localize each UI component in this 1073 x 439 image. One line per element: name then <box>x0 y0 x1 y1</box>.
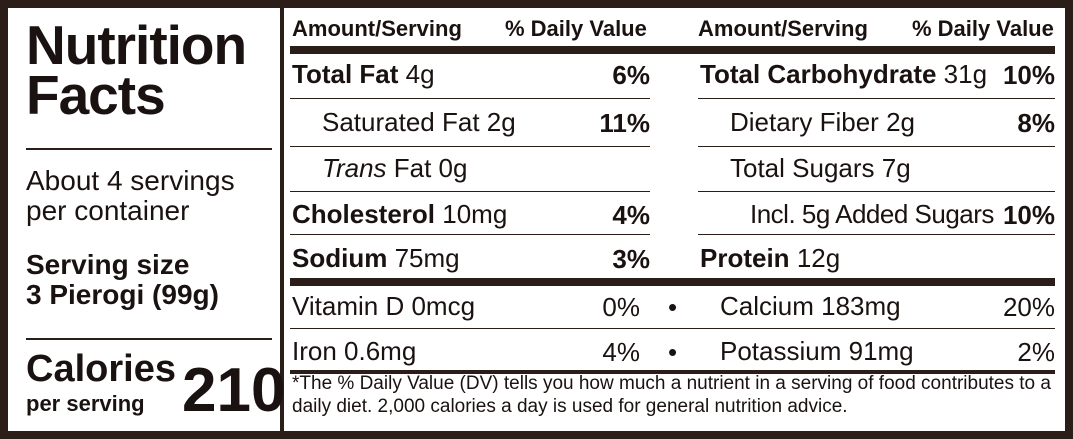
vitamin-row: Iron 0.6mg <box>292 329 416 373</box>
nutrient-amount: 7g <box>881 152 911 183</box>
nutrient-amount: 12g <box>796 242 841 273</box>
nutrient-row: Protein 12g <box>700 236 840 280</box>
amount-header-right: Amount/Serving <box>698 16 868 41</box>
nutrient-row: Incl. 5g Added Sugars <box>750 192 994 236</box>
nutrient-amount: Fat 0g <box>393 152 468 183</box>
servings-per-container: About 4 servings per container <box>26 165 235 226</box>
thick-divider <box>290 278 1055 286</box>
nutrient-name: Total Carbohydrate <box>700 58 937 89</box>
vitamin-name: Potassium 91mg <box>720 335 914 366</box>
nutrient-dv: 4% <box>612 200 650 230</box>
row-divider <box>698 146 1055 147</box>
vitamin-dv: 20% <box>1002 292 1055 322</box>
nutrient-amount: 4g <box>405 58 435 89</box>
row-divider <box>698 234 1055 235</box>
vitamin-row: Vitamin D 0mcg <box>292 284 475 328</box>
row-divider <box>290 191 650 192</box>
nutrient-dv: 11% <box>599 108 650 138</box>
nutrient-name: Cholesterol <box>292 198 436 229</box>
label-right-section: Amount/Serving % Daily Value Amount/Serv… <box>290 8 1055 431</box>
nutrient-row: Saturated Fat 2g <box>322 100 516 144</box>
nutrient-amount: 10mg <box>442 198 508 229</box>
calories-value: 210 <box>182 356 286 425</box>
dv-header-right: % Daily Value <box>912 16 1054 41</box>
nutrient-amount: 31g <box>943 58 988 89</box>
nutrient-row: Total Carbohydrate 31g <box>700 52 987 96</box>
nutrient-name: Incl. 5g Added Sugars <box>750 198 994 229</box>
row-divider <box>698 191 1055 192</box>
nutrient-row: Trans Fat 0g <box>322 146 467 190</box>
nutrient-name: Sodium <box>292 242 388 273</box>
nutrient-dv: 10% <box>1002 200 1055 230</box>
vitamin-row: Calcium 183mg <box>720 284 901 328</box>
row-divider <box>698 98 1055 99</box>
vitamin-dv: 4% <box>602 337 640 367</box>
nutrient-row: Sodium 75mg <box>292 236 460 280</box>
nutrient-row: Total Sugars 7g <box>730 146 911 190</box>
nutrient-name: Dietary Fiber <box>730 106 879 137</box>
bullet-icon: • <box>668 337 678 367</box>
row-divider <box>290 328 1055 329</box>
vitamin-name: Vitamin D 0mcg <box>292 290 476 321</box>
nutrient-row: Total Fat 4g <box>292 52 435 96</box>
vitamin-dv: 2% <box>1017 337 1055 367</box>
calories-subtitle: per serving <box>26 391 145 416</box>
thick-divider <box>290 46 1055 54</box>
bullet-icon: • <box>668 292 678 322</box>
thick-divider <box>290 370 1055 374</box>
nutrient-name: Trans <box>322 152 387 183</box>
nutrient-dv: 10% <box>1002 60 1055 90</box>
nutrient-row: Dietary Fiber 2g <box>730 100 915 144</box>
divider <box>26 338 272 340</box>
label-left-column: Nutrition Facts About 4 servings per con… <box>20 8 286 431</box>
serving-size-label: Serving size <box>26 249 190 280</box>
nutrition-label: Nutrition Facts About 4 servings per con… <box>8 8 1065 431</box>
nutrient-name: Total Sugars <box>730 152 875 183</box>
divider <box>26 148 272 150</box>
amount-header-left: Amount/Serving <box>292 16 462 41</box>
nutrient-dv: 8% <box>1017 108 1055 138</box>
calories-label: Calories <box>26 348 176 390</box>
row-divider <box>290 98 650 99</box>
vitamin-name: Calcium 183mg <box>720 290 901 321</box>
label-title: Nutrition Facts <box>26 14 247 126</box>
nutrient-amount: 2g <box>886 106 915 137</box>
nutrient-name: Protein <box>700 242 790 273</box>
serving-size-value: 3 Pierogi (99g) <box>26 279 219 310</box>
nutrient-name: Saturated Fat <box>322 106 480 137</box>
serving-size: Serving size 3 Pierogi (99g) <box>26 250 219 310</box>
nutrient-amount: 2g <box>486 106 516 137</box>
row-divider <box>290 234 650 235</box>
dv-header-left: % Daily Value <box>505 16 647 41</box>
nutrient-dv: 6% <box>612 60 650 90</box>
vitamin-dv: 0% <box>602 292 640 322</box>
vitamin-row: Potassium 91mg <box>720 329 914 373</box>
row-divider <box>290 146 650 147</box>
nutrient-row: Cholesterol 10mg <box>292 192 507 236</box>
nutrient-dv: 3% <box>612 244 650 274</box>
nutrient-amount: 75mg <box>394 242 460 273</box>
nutrient-name: Total Fat <box>292 58 399 89</box>
footnote: *The % Daily Value (DV) tells you how mu… <box>292 373 1051 417</box>
vitamin-name: Iron 0.6mg <box>292 335 417 366</box>
